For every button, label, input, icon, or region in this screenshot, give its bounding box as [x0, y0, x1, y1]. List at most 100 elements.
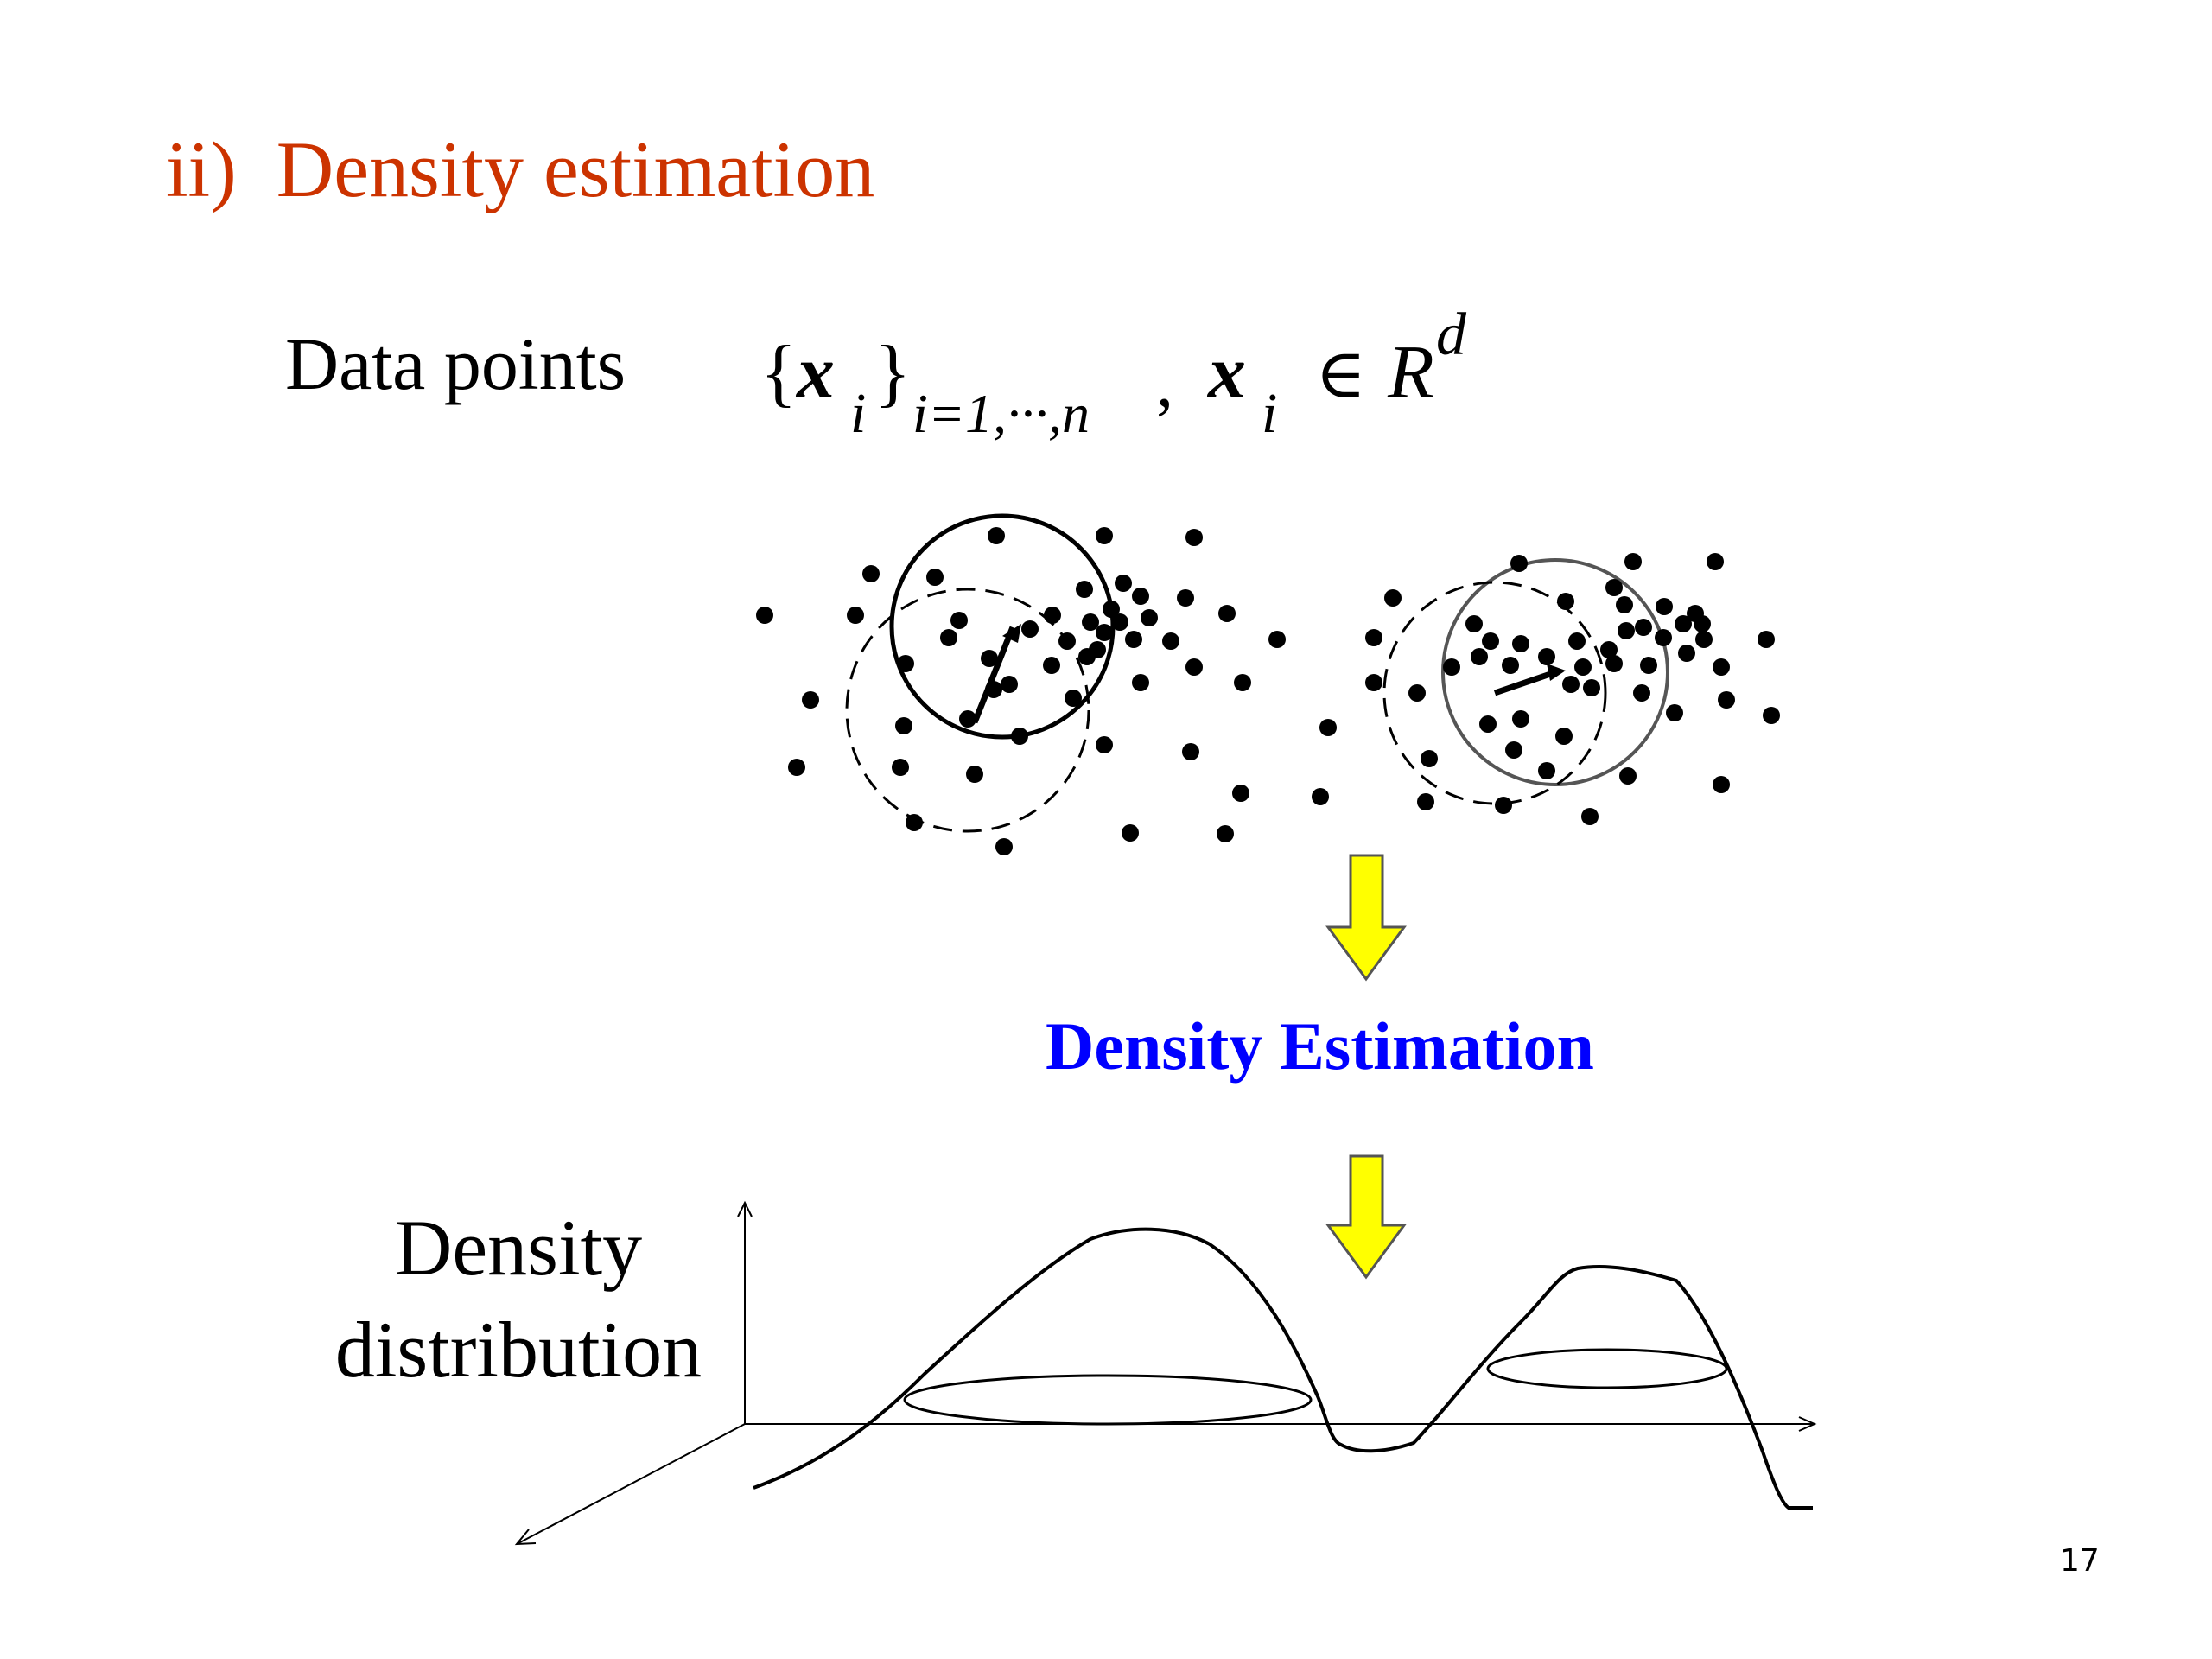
formula-x: x: [795, 331, 835, 415]
formula-element-of: ∈: [1315, 337, 1366, 413]
data-point: [1089, 641, 1106, 658]
data-point: [1675, 615, 1692, 632]
window-circle-dashed-left: [845, 588, 1090, 833]
data-point: [1619, 767, 1637, 785]
data-point: [1001, 676, 1018, 693]
data-point: [1421, 750, 1438, 767]
data-point: [959, 710, 976, 728]
data-point: [1365, 629, 1382, 646]
data-point: [988, 527, 1005, 544]
data-point: [1495, 797, 1512, 814]
formula-x2: x: [1206, 331, 1246, 415]
data-point: [1694, 615, 1711, 632]
data-point: [1713, 776, 1730, 793]
data-point: [1666, 704, 1683, 721]
data-points-label: Data points: [285, 322, 626, 405]
data-point: [1718, 691, 1735, 709]
data-point: [1103, 601, 1120, 618]
data-point: [1555, 728, 1573, 745]
page-number: 17: [2060, 1543, 2100, 1579]
data-point: [1562, 676, 1580, 693]
data-point: [1011, 728, 1028, 745]
data-point: [1082, 613, 1099, 631]
data-point: [1162, 632, 1179, 650]
data-point: [1384, 589, 1402, 607]
data-point: [1217, 825, 1234, 842]
data-point: [1510, 555, 1528, 572]
data-point: [1624, 553, 1642, 570]
data-point: [1512, 710, 1529, 728]
data-point: [1633, 684, 1650, 702]
data-point: [756, 607, 773, 624]
data-point: [1132, 674, 1149, 691]
data-point: [1125, 631, 1142, 648]
data-point: [1122, 824, 1139, 842]
data-point: [1574, 658, 1592, 676]
density-estimation-label: Density Estimation: [1046, 1008, 1594, 1084]
density-distribution-label: Density distribution: [311, 1197, 726, 1401]
depth-axis-arrowhead: [514, 1529, 537, 1546]
data-point: [1096, 527, 1113, 544]
data-point: [1185, 529, 1203, 546]
formula-sub-i2: i: [1262, 382, 1277, 445]
density-distribution-line2: distribution: [334, 1306, 702, 1394]
density-level-ellipse-left: [903, 1374, 1313, 1426]
slide-title: ii) Density estimation: [166, 125, 875, 213]
data-point: [1312, 788, 1329, 805]
data-point: [1557, 593, 1574, 610]
data-point: [1185, 658, 1203, 676]
data-point: [1218, 605, 1236, 622]
data-point: [1043, 657, 1060, 674]
data-point: [1538, 762, 1555, 779]
mean-shift-vector-right: [1493, 669, 1557, 696]
data-point: [1707, 553, 1724, 570]
data-point: [906, 814, 923, 831]
data-point: [1132, 588, 1149, 605]
data-point: [1319, 719, 1337, 736]
density-distribution-line1: Density: [394, 1204, 643, 1292]
data-point: [1268, 631, 1286, 648]
data-point: [1605, 655, 1623, 672]
data-point: [1115, 575, 1132, 592]
mean-shift-vector-left: [971, 626, 1016, 724]
data-point: [1482, 632, 1499, 650]
data-point: [788, 759, 805, 776]
data-point: [1058, 632, 1076, 650]
data-point: [1583, 679, 1600, 696]
data-point: [1616, 596, 1633, 613]
data-point: [1635, 619, 1652, 636]
data-point: [897, 655, 914, 672]
data-point: [862, 565, 880, 582]
data-point-dots: [756, 527, 1780, 855]
data-point: [1096, 736, 1113, 753]
data-point: [1408, 684, 1426, 702]
data-point: [1234, 674, 1251, 691]
data-point: [995, 838, 1013, 855]
data-point: [1695, 631, 1713, 648]
data-point: [1076, 581, 1093, 598]
data-point: [1581, 808, 1599, 825]
depth-axis: [518, 1423, 746, 1544]
data-point: [1177, 589, 1194, 607]
data-point: [1365, 674, 1382, 691]
formula-range-subscript: i=1,···,n: [912, 383, 1090, 444]
mean-shift-arrowhead-right: [1547, 664, 1566, 681]
formula-comma: ,: [1156, 346, 1173, 422]
density-curve: [753, 1227, 1813, 1510]
data-point: [895, 717, 912, 734]
data-point: [1640, 657, 1657, 674]
window-circle-dashed-right: [1382, 581, 1607, 805]
data-point: [1538, 648, 1555, 665]
data-point: [1605, 579, 1623, 596]
data-point: [1141, 609, 1158, 626]
data-point: [1568, 632, 1586, 650]
data-point: [1479, 715, 1497, 733]
data-point: [1044, 607, 1061, 624]
data-point: [1232, 785, 1249, 802]
data-point: [847, 607, 864, 624]
mean-shift-arrowhead-left: [1002, 624, 1021, 643]
data-point: [1182, 743, 1199, 760]
data-point: [981, 650, 998, 667]
